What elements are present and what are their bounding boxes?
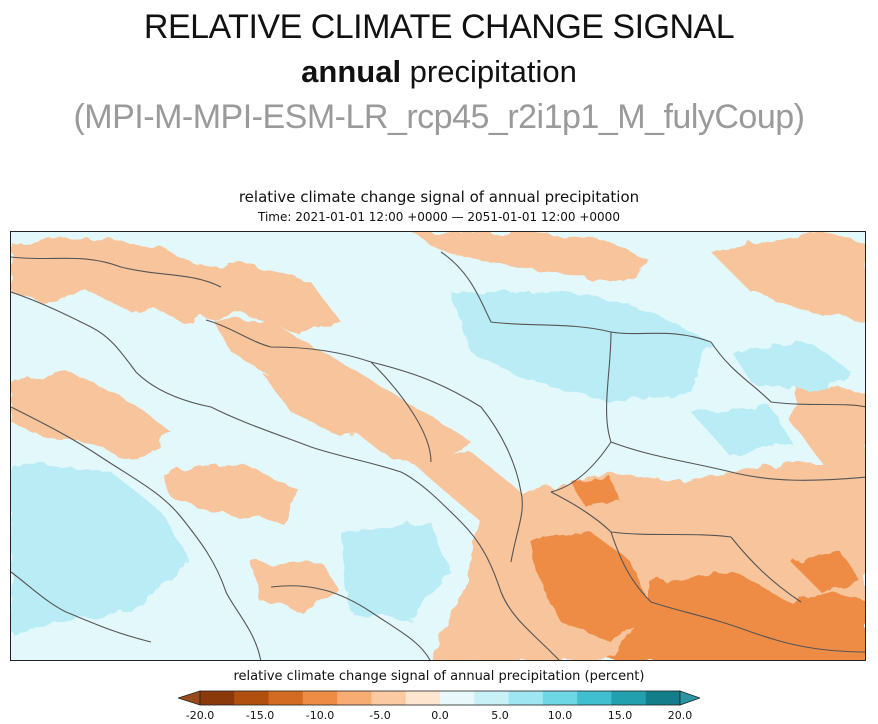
colorbar-swatch (302, 691, 338, 705)
colorbar-tick-label: 20.0 (667, 709, 693, 722)
colorbar-tick-label: 0.0 (431, 709, 449, 722)
map-canvas (11, 232, 865, 660)
colorbar-tick-label: 10.0 (547, 709, 573, 722)
colorbar-tick-label: -5.0 (369, 709, 391, 722)
subtitle-bold: annual (301, 54, 402, 89)
precipitation-field (11, 232, 865, 660)
colorbar-tick-label: 5.0 (491, 709, 509, 722)
colorbar-swatch (405, 691, 441, 705)
slide-subtitle: annual precipitation (0, 54, 878, 90)
colorbar (178, 690, 700, 706)
colorbar-swatch (645, 691, 681, 705)
slide-title: RELATIVE CLIMATE CHANGE SIGNAL (143, 8, 735, 46)
colorbar-swatch (508, 691, 544, 705)
plot-time: Time: 2021-01-01 12:00 +0000 — 2051-01-0… (258, 210, 620, 224)
colorbar-swatch (577, 691, 612, 705)
colorbar-under-arrow (178, 690, 201, 706)
colorbar-swatch (474, 691, 510, 705)
colorbar-swatch (268, 691, 304, 705)
country-borders (11, 251, 865, 660)
plot-title: relative climate change signal of annual… (238, 188, 640, 206)
subtitle-rest: precipitation (401, 54, 577, 89)
colorbar-swatch (337, 691, 372, 705)
colorbar-tick-label: 15.0 (607, 709, 633, 722)
colorbar-swatch (371, 691, 407, 705)
colorbar-swatch (542, 691, 578, 705)
precipitation-map (10, 231, 866, 661)
colorbar-swatch (200, 691, 235, 705)
colorbar-over-arrow (679, 690, 700, 706)
colorbar-swatch (234, 691, 270, 705)
model-name: (MPI-M-MPI-ESM-LR_rcp45_r2i1p1_M_fulyCou… (73, 98, 805, 136)
increase-region (11, 292, 851, 632)
colorbar-swatch (440, 691, 475, 705)
colorbar-swatch (611, 691, 647, 705)
colorbar-tick-label: -15.0 (245, 709, 275, 722)
colorbar-title: relative climate change signal of annual… (233, 669, 645, 684)
colorbar-tick-label: -10.0 (305, 709, 335, 722)
strong-decrease-region (531, 477, 865, 660)
colorbar-tick-label: -20.0 (185, 709, 215, 722)
